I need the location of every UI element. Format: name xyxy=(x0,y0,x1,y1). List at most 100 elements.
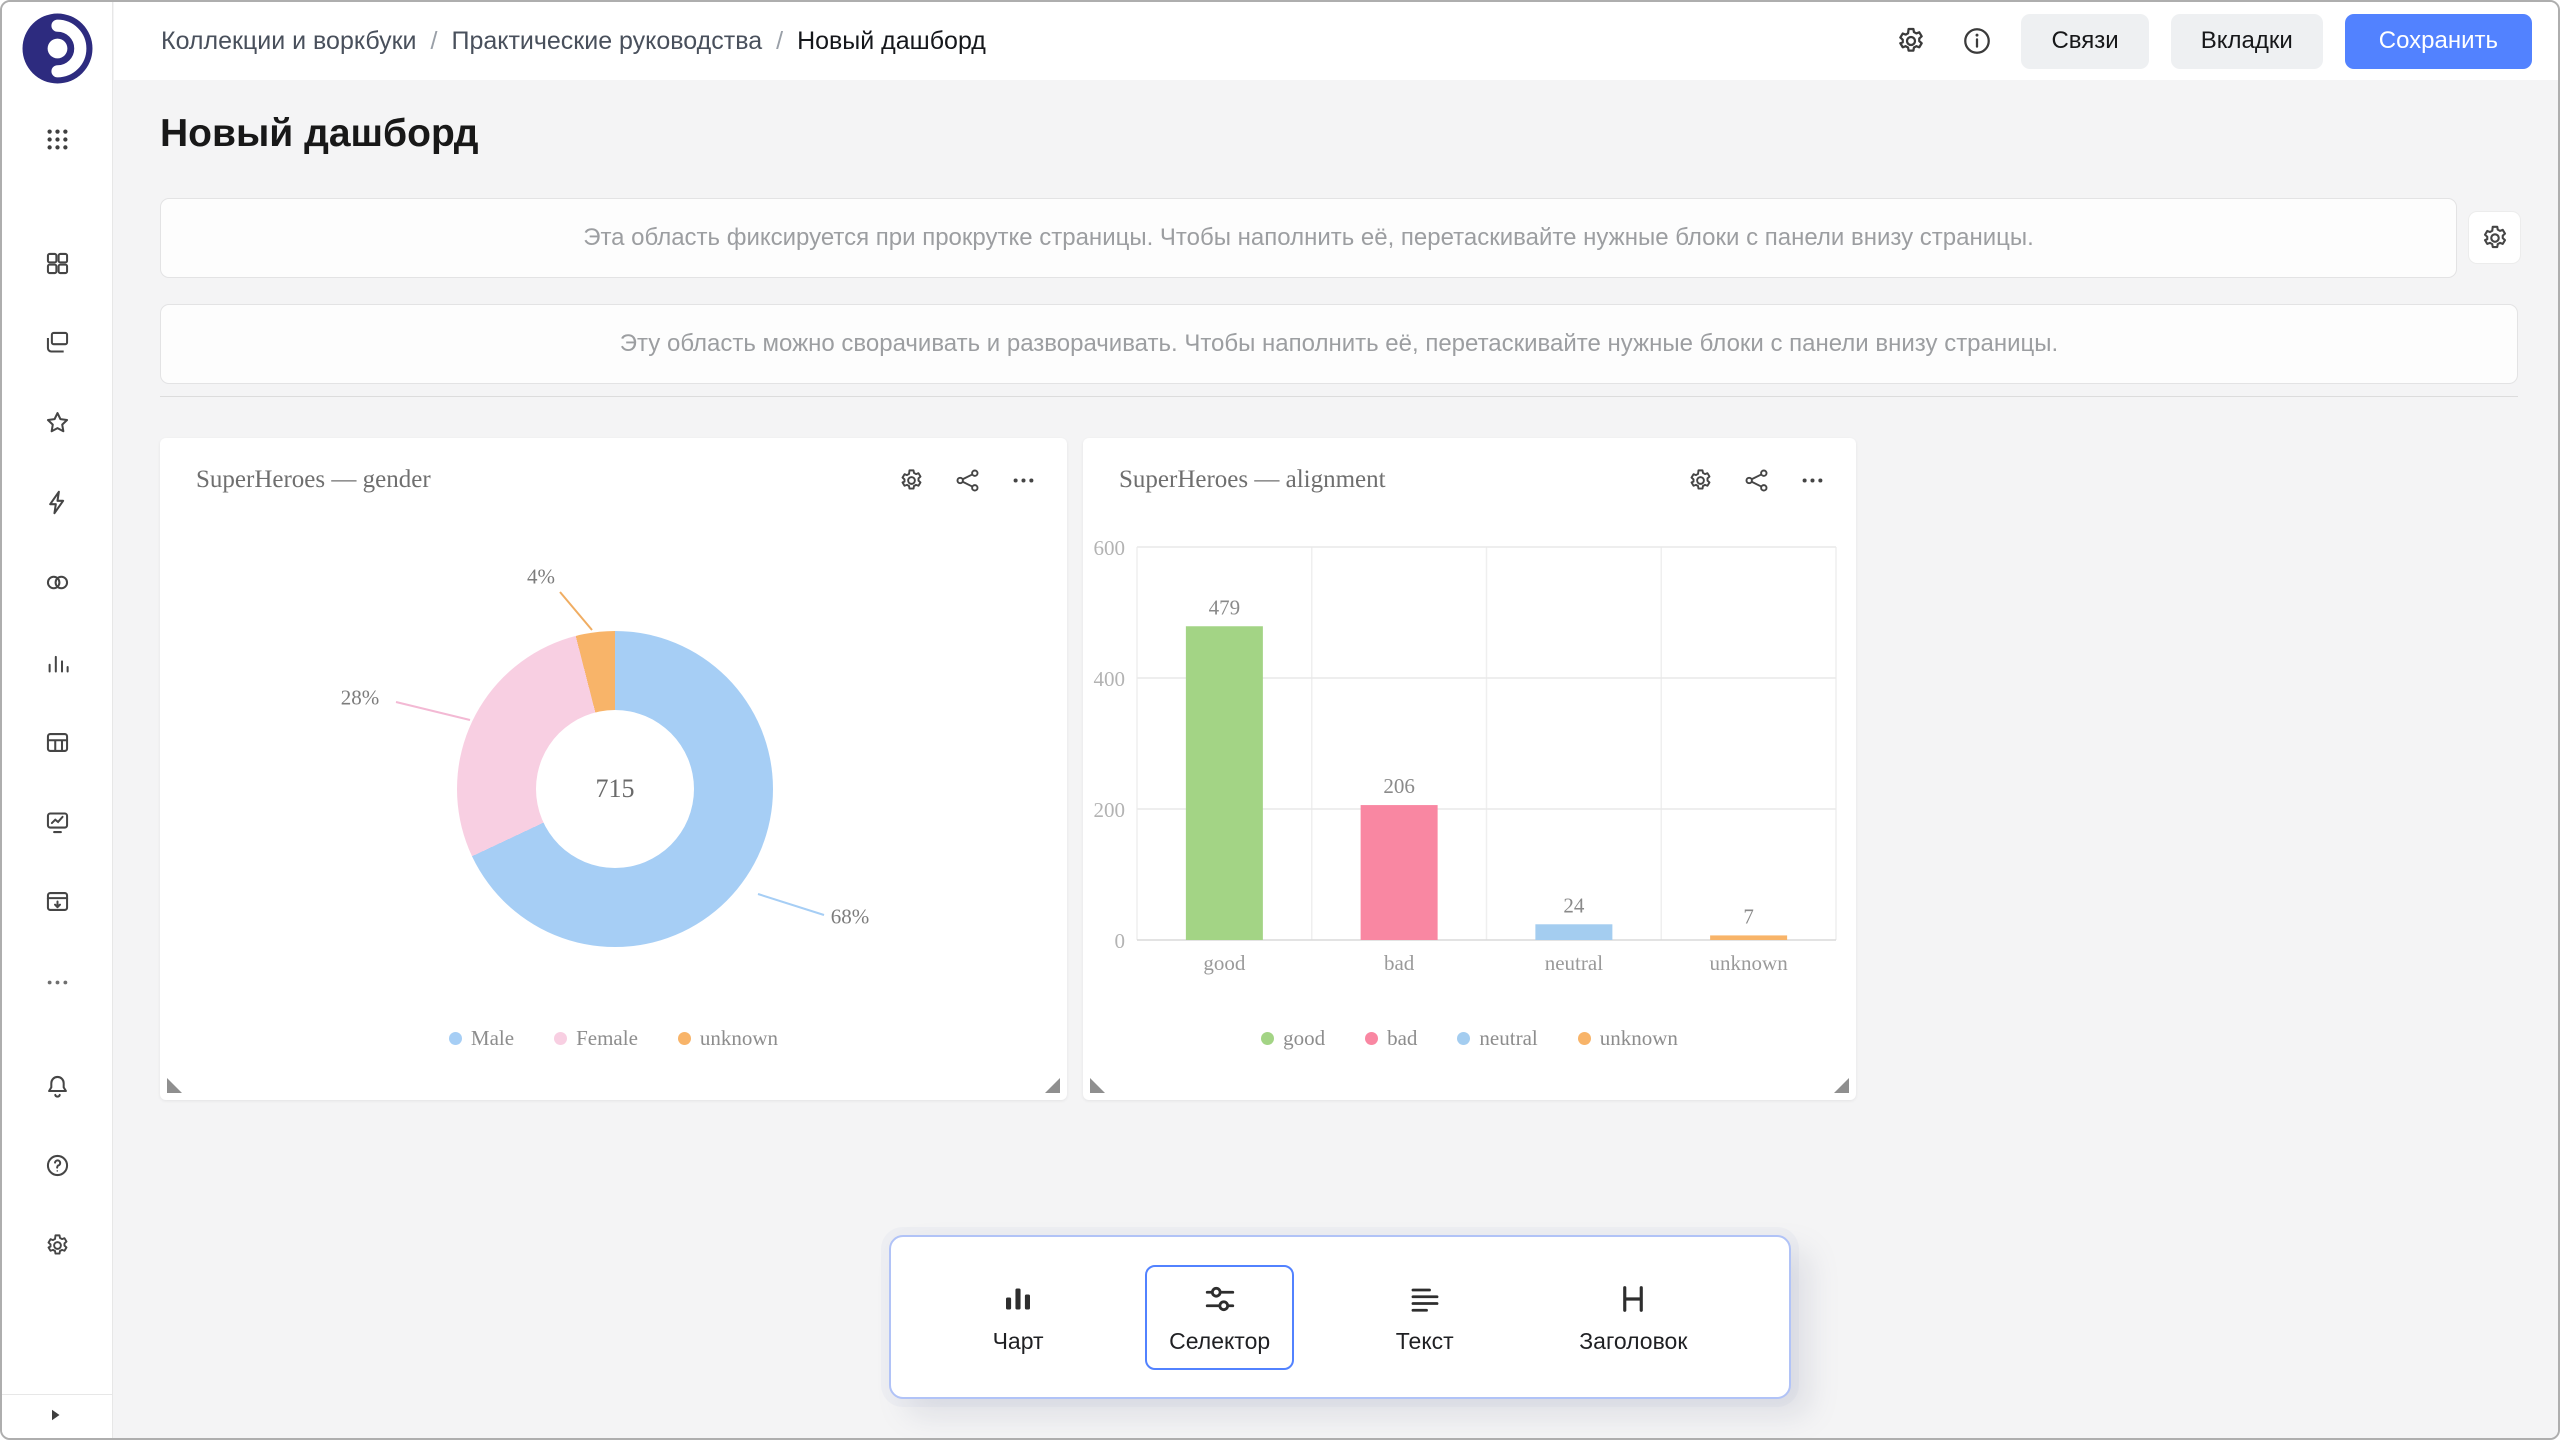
svg-text:bad: bad xyxy=(1384,951,1415,975)
legend-label: good xyxy=(1283,1026,1326,1050)
notifications-bell-icon[interactable] xyxy=(37,1066,78,1107)
panel-item-heading[interactable]: Заголовок xyxy=(1555,1265,1711,1370)
widget-toolbar xyxy=(1684,464,1828,496)
chart-icon xyxy=(1000,1280,1036,1318)
dashboards-icon[interactable] xyxy=(37,243,78,284)
charts-icon[interactable] xyxy=(37,642,78,683)
bar-chart[interactable]: 0 200 400 600 479 good 206 bad 24 neutral 7 unknown xyxy=(1083,438,1856,1100)
linked-rings-icon[interactable] xyxy=(37,562,78,603)
slice-percent-label: 68% xyxy=(830,904,870,929)
breadcrumb-item[interactable]: Коллекции и воркбуки xyxy=(161,26,417,55)
datalens-logo-icon[interactable] xyxy=(21,12,94,85)
monitoring-icon[interactable] xyxy=(37,802,78,843)
svg-text:7: 7 xyxy=(1743,904,1754,928)
widget-toolbar xyxy=(895,464,1039,496)
widget-relations-icon[interactable] xyxy=(1740,464,1772,496)
tables-icon[interactable] xyxy=(37,722,78,763)
svg-text:24: 24 xyxy=(1563,893,1585,917)
breadcrumb-item[interactable]: Практические руководства xyxy=(451,26,763,55)
widget-relations-icon[interactable] xyxy=(951,464,983,496)
legend-item[interactable]: neutral xyxy=(1457,1026,1538,1051)
widget-title: SuperHeroes — alignment xyxy=(1119,466,1386,493)
widget-add-panel: Чарт Селектор Текст Заголовок xyxy=(889,1235,1791,1399)
save-button[interactable]: Сохранить xyxy=(2344,13,2532,69)
legend-item[interactable]: good xyxy=(1261,1026,1325,1051)
panel-item-chart[interactable]: Чарт xyxy=(969,1265,1068,1370)
legend-label: unknown xyxy=(1599,1026,1678,1050)
bar[interactable] xyxy=(1535,924,1613,940)
help-icon[interactable] xyxy=(37,1145,78,1186)
panel-item-label: Селектор xyxy=(1169,1327,1271,1354)
apps-grid-icon[interactable] xyxy=(37,119,78,160)
fixed-area-placeholder[interactable]: Эта область фиксируется при прокрутке ст… xyxy=(160,198,2457,278)
resize-handle[interactable] xyxy=(1045,1078,1060,1093)
widget-more-icon[interactable] xyxy=(1796,464,1828,496)
storage-icon[interactable] xyxy=(37,881,78,922)
legend-item[interactable]: Female xyxy=(554,1026,638,1051)
legend-dot-icon xyxy=(1261,1032,1275,1045)
panel-item-label: Заголовок xyxy=(1579,1327,1688,1354)
collections-icon[interactable] xyxy=(37,322,78,363)
legend-dot-icon xyxy=(677,1032,691,1045)
resize-handle[interactable] xyxy=(167,1078,182,1093)
text-icon xyxy=(1407,1280,1443,1318)
widget-settings-gear-icon[interactable] xyxy=(895,464,927,496)
legend-dot-icon xyxy=(1365,1032,1379,1045)
heading-icon xyxy=(1615,1280,1651,1318)
breadcrumb-separator: / xyxy=(776,26,784,55)
dashboard-canvas: Новый дашборд Эта область фиксируется пр… xyxy=(114,80,2558,1438)
widget-settings-gear-icon[interactable] xyxy=(1684,464,1716,496)
legend-item[interactable]: Male xyxy=(448,1026,514,1051)
resize-handle[interactable] xyxy=(1090,1078,1105,1093)
collapsible-area-placeholder[interactable]: Эту область можно сворачивать и разворач… xyxy=(160,304,2518,384)
legend-dot-icon xyxy=(1577,1032,1591,1045)
donut-total: 715 xyxy=(536,710,694,868)
lightning-icon[interactable] xyxy=(37,482,78,523)
legend-label: bad xyxy=(1387,1026,1418,1050)
bar[interactable] xyxy=(1710,935,1788,940)
svg-text:400: 400 xyxy=(1094,667,1126,691)
widget-more-icon[interactable] xyxy=(1007,464,1039,496)
legend-item[interactable]: unknown xyxy=(677,1026,778,1051)
bar[interactable] xyxy=(1360,805,1438,940)
donut-chart[interactable]: 715 xyxy=(457,631,773,947)
panel-item-text[interactable]: Текст xyxy=(1372,1265,1478,1370)
svg-text:good: good xyxy=(1203,951,1246,975)
svg-text:neutral: neutral xyxy=(1545,951,1603,975)
panel-item-label: Текст xyxy=(1395,1327,1454,1354)
fixed-area-settings-gear-icon[interactable] xyxy=(2468,211,2521,264)
favorites-star-icon[interactable] xyxy=(37,402,78,443)
legend-item[interactable]: unknown xyxy=(1577,1026,1678,1051)
legend-label: neutral xyxy=(1479,1026,1538,1050)
slice-percent-label: 4% xyxy=(527,564,555,589)
widget-header: SuperHeroes — gender xyxy=(196,464,1039,496)
legend-dot-icon xyxy=(448,1032,462,1045)
dashboard-settings-gear-icon[interactable] xyxy=(1889,19,1933,63)
chart-legend: Male Female unknown xyxy=(160,1026,1067,1051)
legend-item[interactable]: bad xyxy=(1365,1026,1417,1051)
settings-gear-icon[interactable] xyxy=(37,1225,78,1266)
svg-text:unknown: unknown xyxy=(1710,951,1789,975)
breadcrumb-item[interactable]: Новый дашборд xyxy=(797,26,986,55)
svg-text:0: 0 xyxy=(1115,929,1126,953)
legend-dot-icon xyxy=(1457,1032,1471,1045)
svg-text:600: 600 xyxy=(1094,536,1126,560)
widget-gender-chart[interactable]: SuperHeroes — gender 715 xyxy=(160,438,1067,1100)
widget-alignment-chart[interactable]: 0 200 400 600 479 good 206 bad 24 neutral 7 unknown… xyxy=(1083,438,1856,1100)
header-actions: Связи Вкладки Сохранить xyxy=(1889,13,2532,69)
links-button[interactable]: Связи xyxy=(2021,13,2149,69)
area-divider xyxy=(160,396,2518,397)
widget-header: SuperHeroes — alignment xyxy=(1119,464,1828,496)
breadcrumb-separator: / xyxy=(430,26,438,55)
info-icon[interactable] xyxy=(1955,19,1999,63)
breadcrumb: Коллекции и воркбуки / Практические руково… xyxy=(161,27,986,56)
sidebar-divider xyxy=(2,1394,112,1395)
sidebar-expand-arrow-icon[interactable] xyxy=(40,1400,70,1430)
tabs-button[interactable]: Вкладки xyxy=(2170,13,2323,69)
selector-icon xyxy=(1202,1280,1238,1318)
panel-item-selector[interactable]: Селектор xyxy=(1145,1264,1295,1370)
page-title: Новый дашборд xyxy=(160,112,479,155)
bar[interactable] xyxy=(1185,626,1263,940)
resize-handle[interactable] xyxy=(1834,1078,1849,1093)
more-icon[interactable] xyxy=(37,962,78,1003)
